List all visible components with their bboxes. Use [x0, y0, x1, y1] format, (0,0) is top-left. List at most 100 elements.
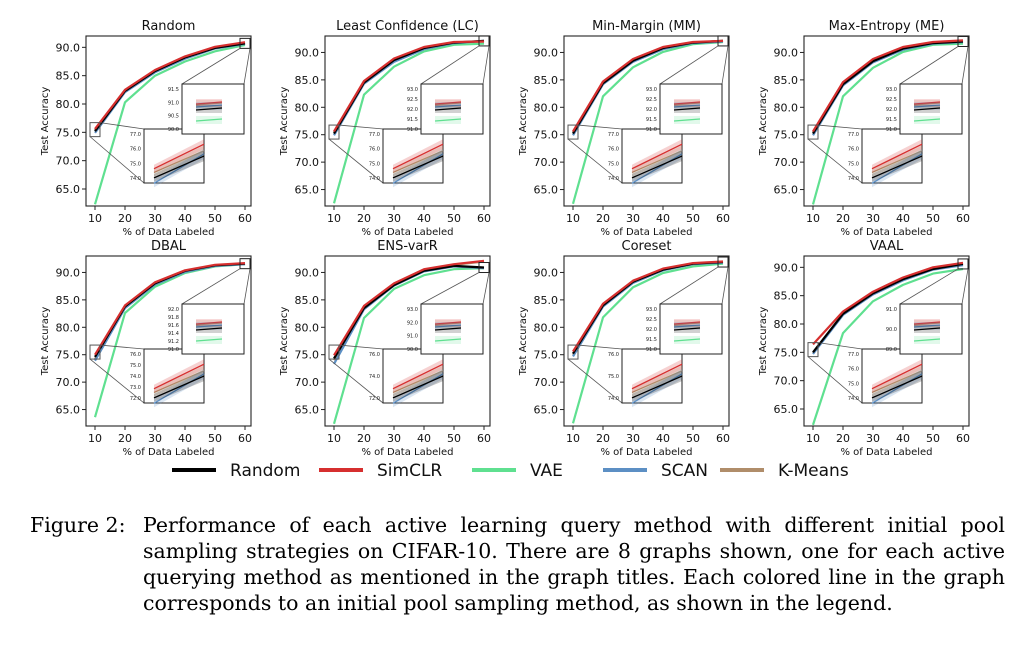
y-tick-label: 65.0 [774, 184, 799, 197]
y-axis-label: Test Accuracy [518, 87, 529, 157]
inset-tick-label: 93.0 [407, 307, 418, 313]
y-tick-label: 70.0 [56, 155, 81, 168]
inset-tick-label: 74.0 [848, 396, 859, 402]
x-tick-label: 50 [447, 432, 461, 445]
inset-line-random [434, 107, 462, 111]
inset-line-simclr [631, 363, 683, 390]
inset-connector [721, 45, 729, 85]
x-tick-label: 50 [208, 432, 222, 445]
inset-tick-label: 92.0 [646, 107, 657, 113]
plot-frame [563, 35, 730, 207]
series-line-vae [571, 262, 724, 424]
inset-line-vae [434, 118, 462, 122]
y-tick-label: 85.0 [774, 74, 799, 87]
x-tick-label: 50 [447, 212, 461, 225]
inset-tick-label: 91.0 [886, 127, 897, 133]
x-tick-label: 10 [88, 212, 102, 225]
chart-title: Least Confidence (LC) [336, 19, 479, 34]
inset-line-random [392, 375, 444, 399]
inset-line-vae [434, 338, 462, 342]
inset-tick-label: 76.0 [369, 352, 380, 358]
inset-connector [328, 358, 384, 404]
x-tick-label: 40 [417, 432, 431, 445]
inset-tick-label: 75.0 [848, 161, 859, 167]
legend-label-simclr: SimCLR [377, 461, 442, 481]
y-tick-label: 75.0 [774, 129, 799, 142]
inset-line-scan [434, 324, 462, 328]
inset-connector [89, 358, 145, 404]
y-axis-label: Test Accuracy [279, 87, 290, 157]
inset-tick-label: 91.0 [168, 100, 179, 106]
y-tick-label: 80.0 [56, 98, 81, 111]
inset-tick-label: 91.5 [646, 337, 657, 343]
y-axis-label: Test Accuracy [40, 87, 51, 157]
chart-title: DBAL [151, 239, 187, 254]
y-tick-label: 80.0 [295, 101, 320, 114]
inset-line-random [631, 155, 683, 179]
inset-line-random [631, 375, 683, 399]
y-tick-label: 70.0 [534, 376, 559, 389]
zoom-box-start [807, 342, 819, 358]
inset-connector [181, 268, 241, 305]
x-tick-label: 30 [626, 212, 640, 225]
inset-line-k-means [631, 150, 683, 174]
y-axis-label: Test Accuracy [758, 87, 769, 157]
inset-connector [807, 356, 863, 404]
y-tick-label: 70.0 [534, 156, 559, 169]
inset-line-random [913, 107, 941, 111]
inset-tick-label: 75.0 [130, 161, 141, 167]
chart-panel-4: Max-Entropy (ME) 65.0 70.0 75.0 80.0 85.0 90.0… [758, 19, 970, 238]
inset-line-random [195, 327, 223, 331]
y-tick-label: 90.0 [295, 266, 320, 279]
inset-tick-label: 90.0 [407, 347, 418, 353]
inset-connector [659, 266, 719, 305]
inset-line-k-means [153, 370, 205, 394]
inset-start-frame [621, 348, 683, 404]
inset-tick-label: 91.4 [168, 331, 179, 337]
inset-line-random [673, 107, 701, 111]
x-tick-label: 50 [208, 212, 222, 225]
x-tick-label: 20 [118, 432, 132, 445]
inset-start-frame [861, 128, 923, 184]
inset-line-scan [195, 324, 223, 328]
inset-line-scan [392, 373, 444, 404]
x-tick-label: 40 [178, 212, 192, 225]
y-tick-label: 75.0 [295, 349, 320, 362]
inset-line-scan [871, 373, 923, 404]
plot-frame [85, 255, 252, 427]
y-tick-label: 90.0 [774, 261, 799, 274]
y-tick-label: 85.0 [534, 74, 559, 87]
inset-connector [567, 138, 623, 184]
inset-connector [659, 45, 719, 85]
y-tick-label: 75.0 [774, 346, 799, 359]
inset-line-vae [913, 118, 941, 122]
zoom-box-end [717, 35, 729, 47]
inset-tick-label: 93.0 [886, 87, 897, 93]
plot-frame [324, 35, 491, 207]
chart-title: Random [142, 19, 196, 34]
inset-line-k-means [392, 150, 444, 174]
inset-tick-label: 75.0 [608, 161, 619, 167]
inset-tick-label: 74.0 [608, 176, 619, 182]
zoom-box-end [239, 258, 251, 270]
inset-line-random [673, 327, 701, 331]
inset-line-k-means [673, 102, 701, 106]
chart-title: Coreset [622, 239, 672, 254]
series-line-vae [811, 42, 964, 205]
x-tick-label: 10 [88, 432, 102, 445]
series-line-simclr [812, 39, 964, 132]
inset-line-k-means [392, 370, 444, 394]
inset-start-frame [382, 128, 444, 184]
y-tick-label: 80.0 [774, 101, 799, 114]
x-tick-label: 40 [178, 432, 192, 445]
zoom-box-end [717, 256, 729, 268]
x-tick-label: 10 [566, 212, 580, 225]
x-axis-label: % of Data Labeled [122, 227, 214, 238]
inset-line-scan [913, 104, 941, 108]
inset-connector [99, 344, 145, 350]
inset-tick-label: 76.0 [130, 352, 141, 358]
x-axis-label: % of Data Labeled [361, 227, 453, 238]
series-line-simclr [812, 261, 964, 346]
inset-tick-label: 92.0 [168, 307, 179, 313]
x-tick-label: 10 [806, 212, 820, 225]
